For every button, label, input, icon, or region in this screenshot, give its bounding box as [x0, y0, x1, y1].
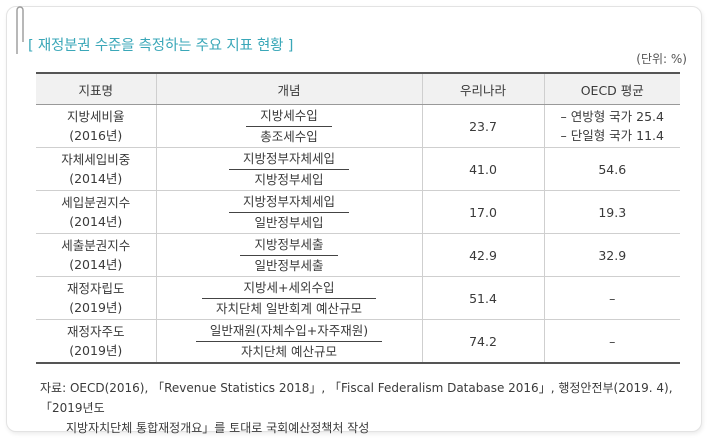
indicator-name-line: 재정자립도: [66, 281, 125, 296]
korea-value: 42.9: [421, 233, 544, 277]
fraction-numerator: 지방정부자체세입: [228, 150, 349, 170]
fraction-numerator: 지방세수입: [246, 107, 332, 127]
indicator-year: (2014년): [69, 214, 123, 229]
concept-cell: 지방세+세외수입 자치단체 일반회계 예산규모: [155, 276, 422, 320]
indicator-table: 지표명 개념 우리나라 OECD 평균 지방세비율 (2016년) 지방세수입 …: [36, 72, 680, 364]
concept-cell: 일반재원(자체수입+자주재원) 자치단체 예산규모: [155, 319, 422, 364]
indicator-name-line: 세입분권지수: [61, 195, 131, 210]
oecd-federal-value: – 연방형 국가 25.4: [560, 109, 664, 124]
indicator-name-line: 지방세비율: [66, 109, 125, 124]
indicator-name: 자체세입비중 (2014년): [36, 147, 156, 191]
concept-fraction: 지방정부자체세입 일반정부세입: [228, 193, 349, 232]
fraction-numerator: 지방정부자체세입: [228, 193, 349, 213]
unit-label: (단위: %): [636, 52, 687, 66]
table-row: 지방세비율 (2016년) 지방세수입 총조세수입 23.7 – 연방형 국가 …: [36, 104, 680, 148]
fraction-numerator: 지방세+세외수입: [202, 279, 376, 299]
header-concept: 개념: [155, 72, 422, 105]
indicator-name: 세출분권지수 (2014년): [36, 233, 156, 277]
fraction-denominator: 총조세수입: [260, 128, 318, 144]
oecd-unitary-value: – 단일형 국가 11.4: [560, 128, 664, 143]
indicator-year: (2019년): [69, 343, 123, 358]
source-line: 자료: OECD(2016), 「Revenue Statistics 2018…: [40, 381, 673, 415]
indicator-name: 세입분권지수 (2014년): [36, 190, 156, 234]
fraction-denominator: 지방정부세입: [254, 171, 324, 187]
indicator-year: (2014년): [69, 257, 123, 272]
oecd-value: 54.6: [543, 147, 680, 191]
table-row: 재정자주도 (2019년) 일반재원(자체수입+자주재원) 자치단체 예산규모 …: [36, 319, 680, 364]
table-row: 재정자립도 (2019년) 지방세+세외수입 자치단체 일반회계 예산규모 51…: [36, 276, 680, 320]
table-row: 자체세입비중 (2014년) 지방정부자체세입 지방정부세입 41.0 54.6: [36, 147, 680, 191]
concept-fraction: 지방정부자체세입 지방정부세입: [228, 150, 349, 189]
fraction-denominator: 일반정부세입: [254, 214, 324, 230]
concept-fraction: 일반재원(자체수입+자주재원) 자치단체 예산규모: [195, 322, 383, 361]
concept-fraction: 지방세+세외수입 자치단체 일반회계 예산규모: [202, 279, 376, 318]
indicator-name: 재정자주도 (2019년): [36, 319, 156, 364]
korea-value: 17.0: [421, 190, 544, 234]
fraction-denominator: 일반정부세출: [254, 257, 324, 273]
oecd-value: –: [543, 276, 680, 320]
indicator-year: (2014년): [69, 171, 123, 186]
oecd-value: –: [543, 319, 680, 364]
oecd-value: 19.3: [543, 190, 680, 234]
table-row: 세입분권지수 (2014년) 지방정부자체세입 일반정부세입 17.0 19.3: [36, 190, 680, 234]
paperclip-icon: [16, 6, 24, 54]
header-korea: 우리나라: [421, 72, 544, 105]
indicator-name: 재정자립도 (2019년): [36, 276, 156, 320]
source-note: 자료: OECD(2016), 「Revenue Statistics 2018…: [40, 378, 690, 438]
concept-fraction: 지방정부세출 일반정부세출: [240, 236, 338, 275]
indicator-name-line: 재정자주도: [66, 324, 125, 339]
indicator-year: (2016년): [69, 128, 123, 143]
korea-value: 41.0: [421, 147, 544, 191]
oecd-value: – 연방형 국가 25.4 – 단일형 국가 11.4: [543, 104, 680, 148]
table-header-row: 지표명 개념 우리나라 OECD 평균: [36, 72, 680, 105]
concept-fraction: 지방세수입 총조세수입: [246, 107, 332, 146]
header-oecd-average: OECD 평균: [543, 72, 680, 105]
fraction-numerator: 지방정부세출: [240, 236, 338, 256]
indicator-name-line: 세출분권지수: [61, 238, 131, 253]
indicator-year: (2019년): [69, 300, 123, 315]
concept-cell: 지방정부세출 일반정부세출: [155, 233, 422, 277]
source-line: 지방자치단체 통합재정개요」를 토대로 국회예산정책처 작성: [66, 421, 370, 435]
indicator-name: 지방세비율 (2016년): [36, 104, 156, 148]
concept-cell: 지방정부자체세입 일반정부세입: [155, 190, 422, 234]
oecd-value: 32.9: [543, 233, 680, 277]
table-title: [ 재정분권 수준을 측정하는 주요 지표 현황 ]: [28, 38, 294, 54]
concept-cell: 지방세수입 총조세수입: [155, 104, 422, 148]
indicator-name-line: 자체세입비중: [61, 152, 131, 167]
fraction-denominator: 자치단체 예산규모: [241, 343, 337, 359]
korea-value: 74.2: [421, 319, 544, 364]
concept-cell: 지방정부자체세입 지방정부세입: [155, 147, 422, 191]
fraction-numerator: 일반재원(자체수입+자주재원): [195, 322, 383, 342]
table-row: 세출분권지수 (2014년) 지방정부세출 일반정부세출 42.9 32.9: [36, 233, 680, 277]
korea-value: 51.4: [421, 276, 544, 320]
oecd-value-list: – 연방형 국가 25.4 – 단일형 국가 11.4: [560, 107, 664, 145]
header-indicator: 지표명: [36, 72, 156, 105]
korea-value: 23.7: [421, 104, 544, 148]
fraction-denominator: 자치단체 일반회계 예산규모: [216, 300, 362, 316]
